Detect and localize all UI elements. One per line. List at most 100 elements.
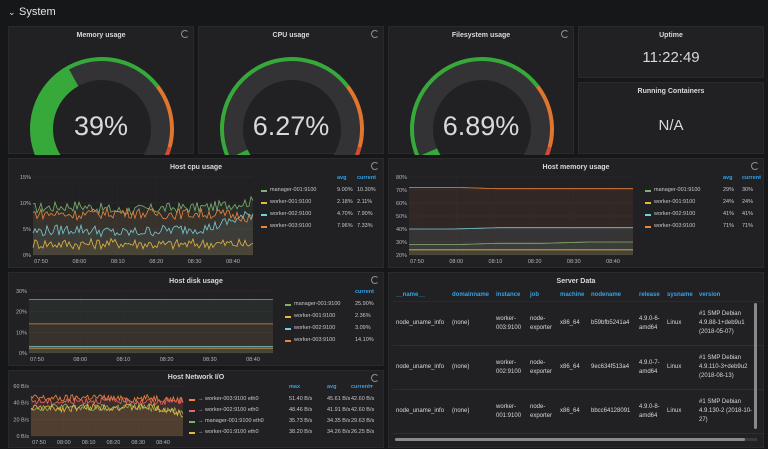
column-header[interactable]: V (762, 289, 763, 302)
series-line (30, 402, 184, 418)
legend-value: 34.35 B/s (327, 418, 351, 424)
legend-column-header[interactable]: avg (327, 384, 337, 390)
legend-column-header[interactable]: current▾ (351, 384, 373, 390)
server-data-panel[interactable]: Server Data __name__ domainname instance… (388, 272, 764, 448)
column-header[interactable]: __name__ (393, 289, 449, 302)
legend-column-header[interactable]: current (355, 289, 374, 295)
legend-item[interactable]: → worker-003:9100 eth0 51.40 B/s 45.61 B/s… (189, 396, 383, 404)
legend-item[interactable]: manager-001:9100 9.00% 10.30% (261, 187, 381, 195)
host-network-panel[interactable]: Host Network I/O 60 B/s 40 B/s 20 B/s 0 B/s… (8, 370, 384, 448)
table-cell: bbcc64128091 (588, 389, 636, 434)
chevron-down-icon[interactable]: ⌄ (8, 7, 16, 17)
legend-item[interactable]: → manager-001:9100 eth0 35.73 B/s 34.35 B/… (189, 418, 383, 426)
x-tick-label: 08:40 (226, 259, 240, 265)
loading-icon (371, 374, 379, 382)
legend-swatch (261, 214, 267, 216)
x-tick-label: 08:20 (149, 259, 163, 265)
cpu-gauge-panel[interactable]: CPU usage 6.27% (198, 26, 384, 155)
legend-value: 9.00% (337, 187, 353, 193)
column-header[interactable]: instance (493, 289, 527, 302)
vertical-scrollbar[interactable] (754, 303, 757, 429)
x-tick-label: 07:50 (410, 259, 424, 265)
legend-item[interactable]: worker-002:9100 41% 41% (645, 211, 763, 219)
filesystem-gauge-panel[interactable]: Filesystem usage 6.89% (388, 26, 574, 155)
y-tick-label: 30% (396, 240, 407, 246)
legend-value: 38.20 B/s (289, 429, 313, 435)
host-cpu-panel[interactable]: Host cpu usage 15% 10% 5% 0% 07:50 08:00 08:10… (8, 158, 384, 268)
legend-item[interactable]: → worker-002:9100 eth0 48.46 B/s 41.91 B/s… (189, 407, 383, 415)
series-line (30, 403, 184, 416)
column-header[interactable]: version (696, 289, 762, 302)
legend-item[interactable]: worker-001:9100 2.36% (285, 313, 383, 321)
host-memory-panel[interactable]: Host memory usage 80% 70% 60% 50% 40% 30% 20% 0… (388, 158, 764, 268)
loading-icon (371, 30, 379, 38)
legend-value: 41% (723, 211, 735, 217)
legend-series-name: worker-003:9100 (270, 223, 312, 229)
y-tick-label: 15% (20, 175, 31, 181)
legend-value: 30% (742, 187, 754, 193)
legend-column-header[interactable]: avg (723, 175, 733, 181)
series-area (29, 323, 273, 353)
legend-swatch (261, 226, 267, 228)
panel-title: Host cpu usage (169, 164, 223, 171)
legend-value: 42.60 B/s (351, 407, 375, 413)
legend-item[interactable]: worker-003:9100 7.96% 7.33% (261, 223, 381, 231)
legend-value: 45.61 B/s (327, 396, 351, 402)
disk-chart: 30% 20% 10% 0%07:50 08:00 08:10 08:20 08:30 08:4… (16, 289, 273, 363)
threshold-band-green (410, 57, 540, 155)
horizontal-scrollbar-thumb[interactable] (395, 438, 745, 441)
legend-column-header[interactable]: current (357, 175, 376, 181)
table-cell (762, 345, 763, 390)
y-tick-label: 10% (16, 330, 27, 336)
legend-item[interactable]: worker-001:9100 24% 24% (645, 199, 763, 207)
legend-item[interactable]: → worker-001:9100 eth0 38.20 B/s 34.26 B/s… (189, 429, 383, 437)
table-cell (762, 301, 763, 346)
y-tick-label: 20% (16, 310, 27, 316)
x-tick-label: 08:10 (111, 259, 125, 265)
legend-item[interactable]: worker-002:9100 3.09% (285, 325, 383, 333)
threshold-band-orange (345, 85, 364, 148)
table-cell: Linux (664, 389, 696, 434)
column-header[interactable]: release (636, 289, 664, 302)
column-header[interactable]: job (527, 289, 557, 302)
row-header[interactable]: ⌄ System (0, 0, 768, 24)
legend-series-name: worker-002:9100 (270, 211, 312, 217)
legend-swatch (645, 202, 651, 204)
containers-panel[interactable]: Running Containers N/A (578, 82, 764, 154)
legend-item[interactable]: worker-002:9100 4.70% 7.90% (261, 211, 381, 219)
legend-column-header[interactable]: current (742, 175, 761, 181)
legend-value: 4.70% (337, 211, 353, 217)
legend-series-name: → worker-002:9100 eth0 (198, 407, 259, 413)
legend-column-header[interactable]: max (289, 384, 301, 390)
legend-value: 48.46 B/s (289, 407, 313, 413)
table-cell: #1 SMP Debian 4.9.130-2 (2018-10-27) (696, 389, 762, 434)
legend-series-name: → manager-001:9100 eth0 (198, 418, 264, 424)
table-cell: x86_64 (557, 301, 588, 346)
column-header[interactable]: sysname (664, 289, 696, 302)
legend-value: 2.18% (337, 199, 353, 205)
column-header[interactable]: domainname (449, 289, 493, 302)
y-tick-label: 40 B/s (13, 401, 29, 407)
legend-series-name: worker-002:9100 (294, 325, 336, 331)
table-cell: x86_64 (557, 389, 588, 434)
legend-value: 7.96% (337, 223, 353, 229)
legend-value: 71% (723, 223, 735, 229)
gauge-dial (220, 57, 364, 155)
uptime-value: 11:22:49 (642, 49, 700, 66)
legend-value: 24% (723, 199, 735, 205)
legend-item[interactable]: worker-003:9100 71% 71% (645, 223, 763, 231)
column-header[interactable]: nodename (588, 289, 636, 302)
network-legend: max avg current▾ → worker-003:9100 eth0 51.4… (189, 384, 383, 446)
legend-item[interactable]: worker-001:9100 2.18% 2.11% (261, 199, 381, 207)
legend-column-header[interactable]: avg (337, 175, 347, 181)
host-disk-panel[interactable]: Host disk usage 30% 20% 10% 0% 07:50 08:00 08:… (8, 272, 384, 366)
legend-item[interactable]: worker-003:9100 14.10% (285, 337, 383, 345)
column-header[interactable]: machine (557, 289, 588, 302)
legend-item[interactable]: manager-001:9100 29% 30% (645, 187, 763, 195)
uptime-panel[interactable]: Uptime 11:22:49 (578, 26, 764, 78)
legend-value: 3.09% (355, 325, 371, 331)
memory-gauge-panel[interactable]: Memory usage 39% (8, 26, 194, 155)
legend-item[interactable]: manager-001:9100 25.90% (285, 301, 383, 309)
legend-value: 7.90% (357, 211, 373, 217)
x-tick-label: 07:50 (32, 440, 46, 446)
